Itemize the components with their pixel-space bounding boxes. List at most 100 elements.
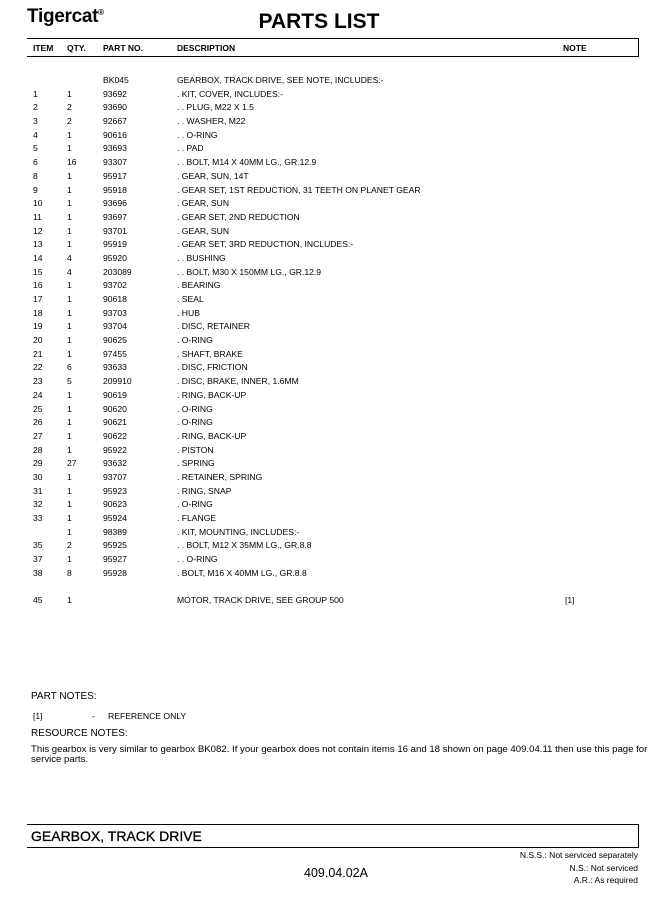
part-number-cell: 95919 bbox=[103, 239, 127, 250]
qty-cell: 1 bbox=[67, 499, 72, 510]
qty-cell: 1 bbox=[67, 239, 72, 250]
part-number-cell: 93307 bbox=[103, 157, 127, 168]
qty-cell: 1 bbox=[67, 280, 72, 291]
part-number-cell: 90620 bbox=[103, 403, 127, 414]
legend-nss: N.S.S.: Not serviced separately bbox=[519, 850, 638, 860]
item-cell: 8 bbox=[33, 170, 38, 181]
parts-table: BK045 GEARBOX, TRACK DRIVE, SEE NOTE, INC… bbox=[0, 74, 654, 608]
qty-cell: 1 bbox=[67, 211, 72, 222]
table-row: 10 1 93696 . GEAR, SUN bbox=[0, 197, 654, 211]
table-row: 4 1 90616 . . O-RING bbox=[0, 129, 654, 143]
table-row: 38 8 95928 . BOLT, M16 X 40MM LG., GR.8.8 bbox=[0, 567, 654, 581]
description-cell: . RING, BACK-UP bbox=[177, 389, 247, 400]
item-cell: 16 bbox=[33, 280, 43, 291]
part-number-cell: 93633 bbox=[103, 362, 127, 373]
table-row: 29 27 93632 . SPRING bbox=[0, 457, 654, 471]
qty-cell: 1 bbox=[67, 143, 72, 154]
item-cell: 6 bbox=[33, 157, 38, 168]
item-cell: 20 bbox=[33, 335, 43, 346]
qty-cell: 1 bbox=[67, 444, 72, 455]
qty-cell: 1 bbox=[67, 129, 72, 140]
item-cell: 11 bbox=[33, 211, 42, 222]
qty-cell: 2 bbox=[67, 116, 72, 127]
qty-cell: 1 bbox=[67, 389, 72, 400]
item-cell: 33 bbox=[33, 513, 43, 523]
table-row: 11 1 93697. GEAR SET, 2ND REDUCTION bbox=[0, 211, 654, 225]
item-cell: 35 bbox=[33, 540, 43, 551]
table-row: 45 1 MOTOR, TRACK DRIVE, SEE GROUP 500 [1] bbox=[0, 594, 654, 608]
part-number-cell: 92667 bbox=[103, 116, 127, 127]
part-number-cell: 95923 bbox=[103, 485, 127, 496]
legend-ns: N.S.: Not serviced bbox=[569, 862, 639, 873]
table-row: 6 16 93307 . . BOLT, M14 X 40MM LG., GR.12.… bbox=[0, 156, 654, 170]
part-note-key: [1] bbox=[33, 711, 43, 721]
table-row: 2 2 93690 . . PLUG, M22 X 1.5 bbox=[0, 101, 654, 115]
part-number-cell: 93702 bbox=[103, 280, 127, 291]
part-number-cell: 93697 bbox=[103, 211, 127, 222]
description-cell: . O-RING bbox=[177, 335, 213, 346]
item-cell: 28 bbox=[33, 444, 43, 455]
description-cell: . GEAR SET, 3RD REDUCTION, INCLUDES:- bbox=[177, 239, 354, 250]
qty-cell: 1 bbox=[67, 335, 72, 346]
description-cell: . RING, BACK-UP bbox=[177, 430, 247, 441]
description-cell: . O-RING bbox=[177, 403, 213, 414]
part-number-cell: 93707 bbox=[103, 471, 127, 482]
part-number-cell: 93632 bbox=[103, 458, 127, 469]
description-cell: . KIT, COVER, INCLUDES:- bbox=[177, 88, 284, 99]
qty-cell: 1 bbox=[67, 307, 72, 318]
part-number-cell: 90616 bbox=[103, 129, 127, 140]
description-cell: . . O-RING bbox=[177, 129, 218, 140]
part-number-cell: 93703 bbox=[103, 307, 127, 318]
qty-cell: 4 bbox=[67, 252, 72, 263]
qty-cell: 1 bbox=[67, 184, 72, 195]
description-cell: . . O-RING bbox=[177, 554, 218, 565]
table-row: 1 1 93692 . KIT, COVER, INCLUDES:- bbox=[0, 88, 654, 102]
description-cell: . O-RING bbox=[177, 417, 213, 428]
part-number-cell: 90622 bbox=[103, 430, 127, 441]
part-number-cell: 98389 bbox=[103, 526, 127, 537]
qty-cell: 1 bbox=[67, 485, 72, 496]
part-number-cell: 97455 bbox=[103, 348, 127, 359]
spacer-row bbox=[0, 580, 654, 594]
registered-mark: ® bbox=[98, 8, 104, 17]
item-cell: 19 bbox=[33, 321, 43, 332]
qty-cell: 1 bbox=[67, 88, 72, 99]
qty-cell: 6 bbox=[67, 362, 72, 373]
qty-cell: 27 bbox=[67, 458, 77, 469]
qty-cell: 1 bbox=[67, 513, 72, 523]
table-row: 12 1 93701 . GEAR, SUN bbox=[0, 225, 654, 239]
table-row: 30 1 93707 . RETAINER, SPRING bbox=[0, 471, 654, 485]
table-header bbox=[27, 38, 639, 57]
table-row: 23 5 209910 . DISC, BRAKE, INNER, 1.6MM bbox=[0, 375, 654, 389]
table-row: 28 1 95922 . PISTON bbox=[0, 444, 654, 458]
part-number-cell: 95918 bbox=[103, 184, 127, 195]
part-number-cell: 93692 bbox=[103, 88, 127, 99]
qty-cell: 1 bbox=[67, 554, 72, 565]
column-header-qty: QTY. bbox=[67, 43, 86, 53]
description-cell: . KIT, MOUNTING, INCLUDES:- bbox=[177, 526, 300, 537]
qty-cell: 1 bbox=[67, 403, 72, 414]
column-header-description: DESCRIPTION bbox=[177, 43, 236, 53]
table-row: 20 1 90625 . O-RING bbox=[0, 334, 654, 348]
abbreviation-legend: N.S.S.: Not serviced separately N.S.: No… bbox=[520, 849, 638, 887]
part-number-cell: 95924 bbox=[103, 513, 127, 523]
table-row: 17 1 90618 . SEAL bbox=[0, 293, 654, 307]
table-row: 3 2 92667 . . WASHER, M22 bbox=[0, 115, 654, 129]
item-cell: 31 bbox=[33, 485, 43, 496]
note-cell: [1] bbox=[565, 595, 575, 606]
qty-cell: 1 bbox=[67, 526, 72, 537]
qty-cell: 8 bbox=[67, 567, 72, 578]
column-header-note: NOTE bbox=[563, 43, 587, 53]
table-row: 9 1 95918 . GEAR SET, 1ST REDUCTION, 31 TEE… bbox=[0, 184, 654, 198]
item-cell: 1 bbox=[33, 88, 38, 99]
part-number-cell: 90619 bbox=[103, 389, 127, 400]
page-title: PARTS LIST bbox=[0, 10, 654, 34]
table-row: 37 1 95927 . . O-RING bbox=[0, 553, 654, 567]
footer-title: GEARBOX, TRACK DRIVE bbox=[31, 828, 202, 844]
description-cell: . GEAR SET, 1ST REDUCTION, 31 TEETH ON P… bbox=[177, 184, 421, 195]
description-cell: MOTOR, TRACK DRIVE, SEE GROUP 500 bbox=[177, 595, 344, 606]
table-row: 25 1 90620 . O-RING bbox=[0, 403, 654, 417]
part-number-cell: 90623 bbox=[103, 499, 127, 510]
description-cell: . . PAD bbox=[177, 143, 204, 154]
item-cell: 3 bbox=[33, 116, 38, 127]
